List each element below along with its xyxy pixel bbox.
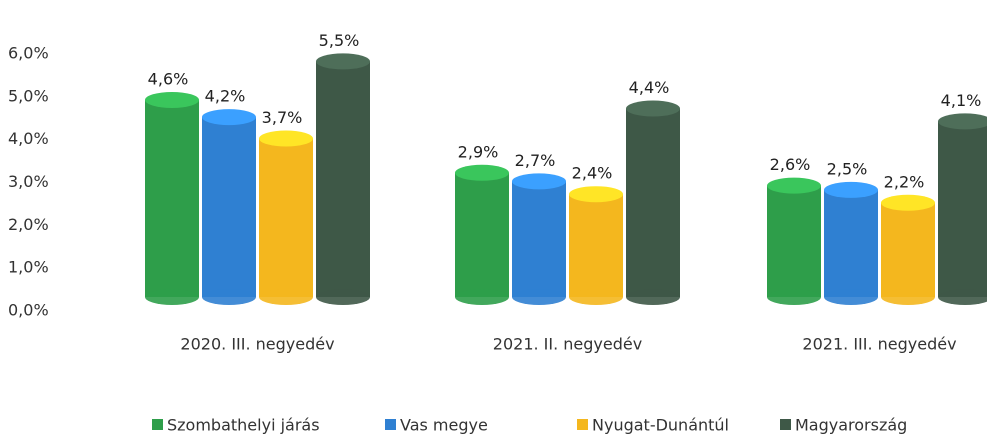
bar-cap: [626, 100, 680, 117]
bar-cap: [512, 173, 566, 190]
bar: [512, 181, 566, 297]
bar: [881, 202, 935, 297]
bar-base: [824, 289, 878, 305]
bar: [145, 99, 199, 297]
bar-base: [316, 289, 370, 305]
value-label: 2,2%: [884, 172, 925, 191]
bar: [259, 138, 313, 297]
legend-label: Vas megye: [400, 416, 488, 435]
bar: [569, 194, 623, 297]
bar-cap: [202, 109, 256, 126]
y-tick-label: 4,0%: [8, 129, 49, 148]
value-label: 4,1%: [941, 91, 982, 110]
value-label: 4,2%: [205, 87, 246, 106]
bar-base: [938, 289, 987, 305]
legend-swatch: [152, 419, 163, 430]
bar: [767, 185, 821, 297]
y-tick-label: 0,0%: [8, 301, 49, 320]
value-label: 3,7%: [262, 108, 303, 127]
x-tick-label: 2021. III. negyedév: [802, 335, 956, 354]
bar-cap: [316, 53, 370, 70]
legend-swatch: [780, 419, 791, 430]
bar: [455, 172, 509, 297]
bar-cap: [824, 181, 878, 198]
y-tick-label: 5,0%: [8, 86, 49, 105]
value-label: 2,7%: [515, 151, 556, 170]
legend-label: Szombathelyi járás: [167, 416, 320, 435]
value-label: 2,6%: [770, 155, 811, 174]
bar-base: [626, 289, 680, 305]
value-label: 5,5%: [319, 31, 360, 50]
bar: [938, 121, 987, 297]
y-tick-label: 1,0%: [8, 258, 49, 277]
y-tick-label: 2,0%: [8, 215, 49, 234]
bar-cap: [569, 186, 623, 203]
x-tick-label: 2021. II. negyedév: [493, 335, 642, 354]
bar-base: [202, 289, 256, 305]
bar: [824, 189, 878, 297]
bar-base: [259, 289, 313, 305]
bar: [316, 61, 370, 297]
bar-base: [881, 289, 935, 305]
value-label: 2,4%: [572, 164, 613, 183]
bar-base: [767, 289, 821, 305]
bar-cap: [145, 91, 199, 108]
y-tick-label: 3,0%: [8, 172, 49, 191]
bar-cap: [881, 194, 935, 211]
value-label: 2,9%: [458, 142, 499, 161]
value-label: 4,4%: [629, 78, 670, 97]
value-label: 2,5%: [827, 159, 868, 178]
bar-cap: [767, 177, 821, 194]
y-tick-label: 6,0%: [8, 44, 49, 63]
bar-cap: [259, 130, 313, 147]
bar: [626, 108, 680, 298]
bar: [202, 117, 256, 297]
legend-swatch: [577, 419, 588, 430]
bar-base: [512, 289, 566, 305]
bar-cap: [455, 164, 509, 181]
bar-base: [145, 289, 199, 305]
bar-cap: [938, 113, 987, 130]
bar-base: [569, 289, 623, 305]
legend-label: Nyugat-Dunántúl: [592, 416, 729, 435]
value-label: 4,6%: [148, 69, 189, 88]
legend-swatch: [385, 419, 396, 430]
x-tick-label: 2020. III. negyedév: [180, 335, 334, 354]
legend-label: Magyarország: [795, 416, 907, 435]
bar-base: [455, 289, 509, 305]
